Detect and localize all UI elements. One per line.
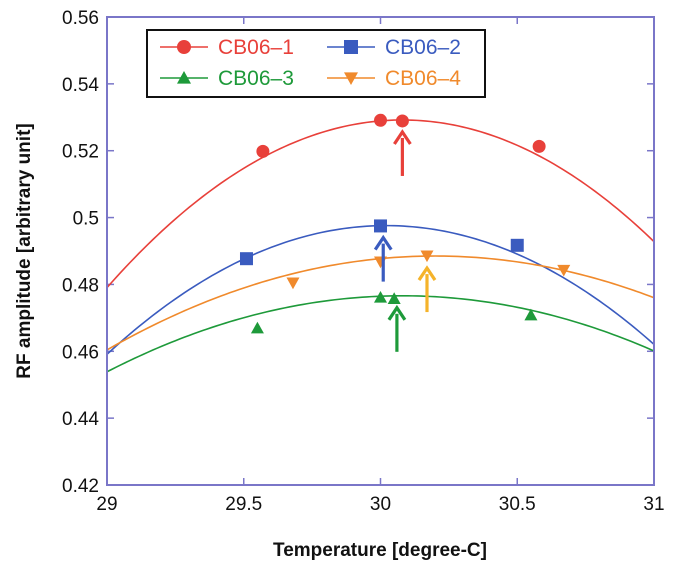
arrow-head	[417, 265, 437, 281]
series-1-point	[256, 144, 270, 158]
y-tick-label: 0.54	[62, 75, 99, 96]
y-tick-label: 0.42	[62, 476, 99, 497]
series-3-point	[387, 292, 401, 305]
series-3-point	[374, 290, 387, 303]
x-tick-label: 30	[370, 494, 391, 515]
legend-label: CB06–3	[218, 67, 294, 90]
y-tick-label: 0.5	[73, 209, 99, 230]
series-1-point	[374, 113, 387, 127]
series-4-point	[420, 250, 434, 263]
series-3-point	[524, 308, 538, 321]
series-4-peak-arrow	[417, 265, 437, 313]
series-4-point	[557, 264, 571, 277]
y-tick-label: 0.44	[62, 409, 99, 430]
x-tick-label: 29.5	[225, 494, 262, 515]
legend-item-4: CB06–4	[327, 67, 461, 90]
series-1-point	[532, 139, 546, 153]
legend-item-3: CB06–3	[160, 67, 294, 90]
x-axis-title: Temperature [degree-C]	[273, 540, 487, 561]
legend: CB06–1 CB06–2 CB06–3 CB06–4	[146, 29, 486, 98]
arrow-head	[373, 234, 393, 251]
legend-label: CB06–2	[385, 36, 461, 59]
x-tick-label: 30.5	[499, 494, 536, 515]
legend-marker	[177, 71, 191, 84]
arrow-head	[387, 304, 407, 321]
series-1-peak-arrow	[393, 129, 412, 176]
x-tick-label: 29	[96, 494, 117, 515]
legend-item-1: CB06–1	[160, 36, 294, 59]
y-axis-title: RF amplitude [arbitrary unit]	[14, 123, 35, 378]
legend-marker	[177, 40, 191, 54]
y-tick-label: 0.48	[62, 275, 99, 296]
plot-frame	[106, 16, 655, 486]
arrow-head	[393, 129, 412, 145]
series-2-point	[239, 252, 253, 266]
y-tick-label: 0.56	[62, 8, 99, 29]
series-4-point	[374, 256, 387, 269]
legend-box	[146, 29, 486, 98]
y-tick-label: 0.46	[62, 342, 99, 363]
series-1-point	[395, 114, 409, 128]
series-2-point	[374, 219, 387, 233]
series-2-point	[510, 238, 524, 252]
series-3-fit-curve	[107, 294, 654, 373]
y-tick-label: 0.52	[62, 142, 99, 163]
legend-label: CB06–4	[385, 67, 461, 90]
series-3-point	[250, 321, 264, 334]
legend-item-2: CB06–2	[327, 36, 461, 59]
legend-marker	[344, 72, 358, 85]
series-4-point	[286, 277, 300, 290]
series-3-peak-arrow	[387, 304, 407, 352]
legend-marker	[344, 40, 358, 54]
legend-label: CB06–1	[218, 36, 294, 59]
series-2-peak-arrow	[373, 234, 393, 282]
x-tick-label: 31	[643, 494, 664, 515]
